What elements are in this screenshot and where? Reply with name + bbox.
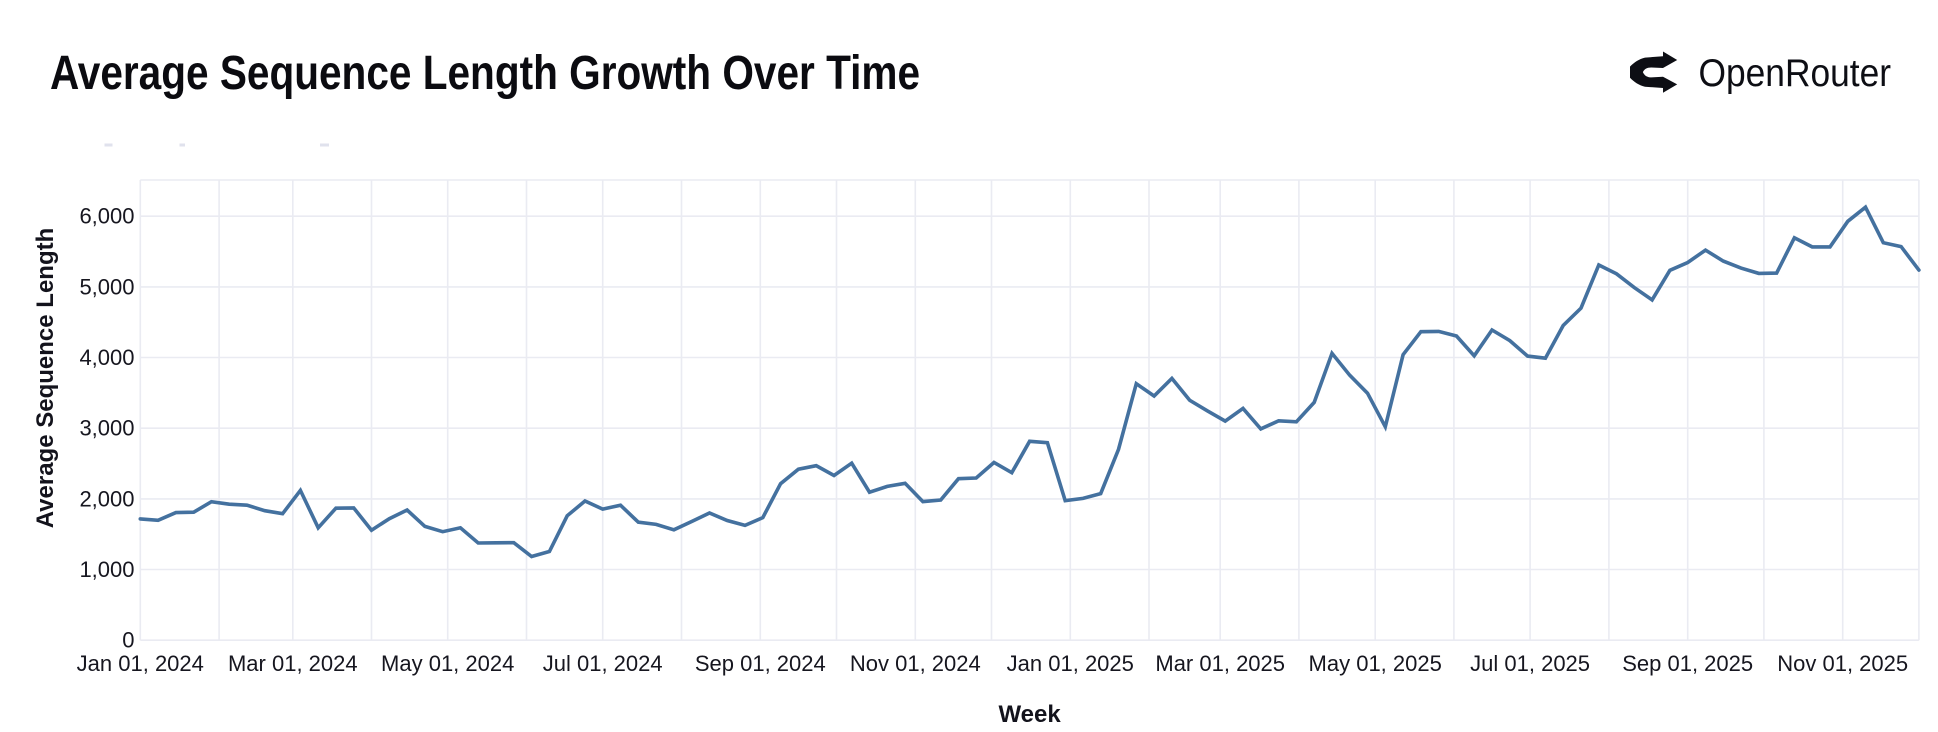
svg-text:Average Sequence Length Growth: Average Sequence Length Growth Over Time (50, 47, 920, 100)
svg-text:4,000: 4,000 (79, 345, 134, 370)
svg-text:OpenRouter: OpenRouter (1699, 52, 1892, 95)
svg-text:Jan 01, 2025: Jan 01, 2025 (1007, 651, 1134, 676)
svg-text:1,000: 1,000 (79, 557, 134, 582)
svg-text:Nov 01, 2024: Nov 01, 2024 (850, 651, 981, 676)
svg-text:3,000: 3,000 (79, 416, 134, 441)
svg-text:0: 0 (122, 628, 134, 653)
svg-text:Jan 01, 2024: Jan 01, 2024 (77, 651, 204, 676)
svg-text:May 01, 2025: May 01, 2025 (1309, 651, 1442, 676)
svg-text:Jul 01, 2025: Jul 01, 2025 (1470, 651, 1590, 676)
svg-text:Average Sequence Length: Average Sequence Length (32, 228, 59, 529)
svg-text:Sep 01, 2025: Sep 01, 2025 (1622, 651, 1753, 676)
svg-text:6,000: 6,000 (79, 204, 134, 229)
svg-text:Mar 01, 2025: Mar 01, 2025 (1155, 651, 1285, 676)
svg-text:Week: Week (998, 701, 1061, 728)
svg-text:Sep 01, 2024: Sep 01, 2024 (695, 651, 826, 676)
svg-text:2,000: 2,000 (79, 486, 134, 511)
svg-text:Mar 01, 2024: Mar 01, 2024 (228, 651, 358, 676)
svg-text:Jul 01, 2024: Jul 01, 2024 (543, 651, 663, 676)
svg-text:Nov 01, 2025: Nov 01, 2025 (1777, 651, 1908, 676)
svg-text:May 01, 2024: May 01, 2024 (381, 651, 514, 676)
svg-text:5,000: 5,000 (79, 274, 134, 299)
